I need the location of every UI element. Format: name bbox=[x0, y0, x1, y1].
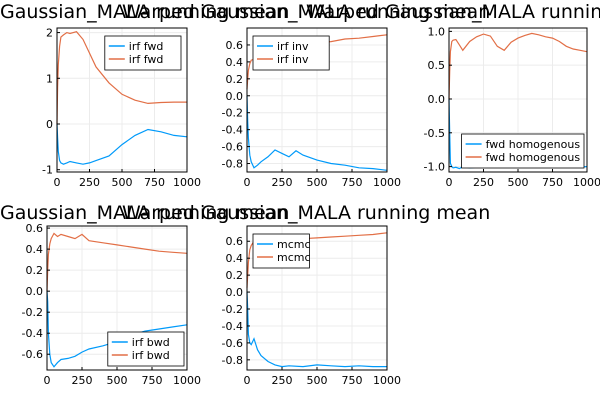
y-tick-label: -0.4 bbox=[22, 327, 43, 340]
y-tick-label: -0.2 bbox=[222, 303, 243, 316]
y-tick-label: -0.8 bbox=[222, 158, 243, 171]
y-tick-label: -1.0 bbox=[424, 161, 445, 174]
x-tick-label: 1000 bbox=[573, 176, 600, 189]
y-tick-label: 2 bbox=[46, 27, 53, 40]
legend-label: irf bwd bbox=[132, 349, 170, 362]
subplot-4: 0 250 500 750 1000 -0.6 -0.4 -0.2 0.0 0.2 0.4 0.6 ir… bbox=[22, 222, 201, 387]
x-tick-label: 500 bbox=[508, 176, 529, 189]
y-tick-label: 0.0 bbox=[26, 285, 44, 298]
legend-label: irf fwd bbox=[129, 40, 164, 53]
x-tick-label: 1000 bbox=[373, 374, 401, 387]
series-line-2 bbox=[46, 232, 188, 292]
legend-box bbox=[107, 331, 185, 367]
x-tick-label: 0 bbox=[244, 176, 251, 189]
series-line-1 bbox=[56, 123, 188, 165]
x-tick-label: 500 bbox=[307, 176, 328, 189]
series-line-2 bbox=[448, 32, 588, 100]
subplot-2: 0 250 500 750 1000 -0.8 -0.6 -0.4 -0.2 0.0 0.2 0.4 0… bbox=[222, 27, 401, 189]
x-tick-label: 500 bbox=[307, 374, 328, 387]
y-tick-label: -0.6 bbox=[222, 141, 243, 154]
legend-label: irf inv bbox=[277, 53, 309, 66]
x-tick-label: 750 bbox=[144, 176, 165, 189]
y-tick-label: 0.2 bbox=[26, 264, 44, 277]
chart-title-2: Warped Gaussian_MALA running mean bbox=[122, 1, 490, 23]
chart-title-4: Gaussian_MALA running mean bbox=[0, 202, 289, 224]
y-tick-label: 1.0 bbox=[428, 25, 446, 38]
x-tick-label: 1000 bbox=[373, 176, 401, 189]
legend-box bbox=[104, 35, 182, 71]
legend-label: irf inv bbox=[277, 40, 309, 53]
y-tick-label: 0.6 bbox=[26, 222, 44, 235]
legend-label: fwd homogenous bbox=[486, 151, 581, 164]
y-tick-label: 0.0 bbox=[226, 286, 244, 299]
y-tick-label: 0.2 bbox=[226, 73, 244, 86]
y-tick-label: 0.4 bbox=[226, 252, 244, 265]
x-tick-label: 0 bbox=[54, 176, 61, 189]
x-tick-label: 250 bbox=[72, 374, 93, 387]
chart-title-1: Gaussian_MALA running mean bbox=[0, 1, 289, 23]
x-tick-label: 0 bbox=[244, 374, 251, 387]
legend-label: irf fwd bbox=[129, 53, 164, 66]
x-tick-label: 0 bbox=[44, 374, 51, 387]
legend-label: mcmc bbox=[277, 251, 311, 264]
legend-label: mcmc bbox=[277, 238, 311, 251]
x-tick-label: 250 bbox=[272, 374, 293, 387]
x-tick-label: 1000 bbox=[173, 176, 201, 189]
y-tick-label: -0.6 bbox=[222, 337, 243, 350]
y-tick-label: -0.6 bbox=[22, 348, 43, 361]
x-tick-label: 750 bbox=[342, 176, 363, 189]
y-tick-label: 1 bbox=[46, 72, 53, 85]
legend-box bbox=[252, 233, 310, 269]
x-tick-label: 1000 bbox=[173, 374, 201, 387]
legend-box bbox=[461, 133, 585, 169]
y-tick-label: -0.8 bbox=[222, 354, 243, 367]
y-tick-label: -0.2 bbox=[22, 306, 43, 319]
y-tick-label: -0.2 bbox=[222, 107, 243, 120]
x-tick-label: 750 bbox=[542, 176, 563, 189]
x-tick-label: 500 bbox=[107, 374, 128, 387]
subplot-5: 0 250 500 750 1000 -0.8 -0.6 -0.4 -0.2 0.0 0.2 0.4 0… bbox=[222, 225, 401, 387]
y-tick-label: 0.4 bbox=[26, 243, 44, 256]
y-tick-label: 0.5 bbox=[428, 59, 446, 72]
y-tick-label: 0.4 bbox=[226, 56, 244, 69]
x-tick-label: 750 bbox=[342, 374, 363, 387]
x-tick-label: 250 bbox=[272, 176, 293, 189]
subplot-3: 0 250 500 750 1000 -1.0 -0.5 0.0 0.5 1.0 fwd homog… bbox=[424, 25, 600, 189]
y-tick-label: 0.6 bbox=[226, 235, 244, 248]
x-tick-label: 750 bbox=[142, 374, 163, 387]
y-tick-label: 0 bbox=[46, 118, 53, 131]
legend-box bbox=[252, 35, 330, 71]
y-tick-label: 0.2 bbox=[226, 269, 244, 282]
x-tick-label: 500 bbox=[112, 176, 133, 189]
x-tick-label: 250 bbox=[79, 176, 100, 189]
legend-label: fwd homogenous bbox=[486, 138, 581, 151]
chart-title-3: Warped Gaussian_MALA running mean bbox=[306, 1, 600, 23]
y-tick-label: -0.4 bbox=[222, 320, 243, 333]
legend-label: irf bwd bbox=[132, 336, 170, 349]
chart-title-5: Warped Gaussian_MALA running mean bbox=[122, 202, 490, 224]
y-tick-label: 0.6 bbox=[226, 39, 244, 52]
y-tick-label: -0.5 bbox=[424, 127, 445, 140]
x-tick-label: 0 bbox=[446, 176, 453, 189]
y-tick-label: -1 bbox=[42, 164, 53, 177]
series-line-1 bbox=[246, 95, 388, 171]
y-tick-label: -0.4 bbox=[222, 124, 243, 137]
y-tick-label: 0.0 bbox=[428, 93, 446, 106]
x-tick-label: 250 bbox=[473, 176, 494, 189]
series-line-2 bbox=[56, 31, 187, 125]
y-tick-label: 0.0 bbox=[226, 90, 244, 103]
